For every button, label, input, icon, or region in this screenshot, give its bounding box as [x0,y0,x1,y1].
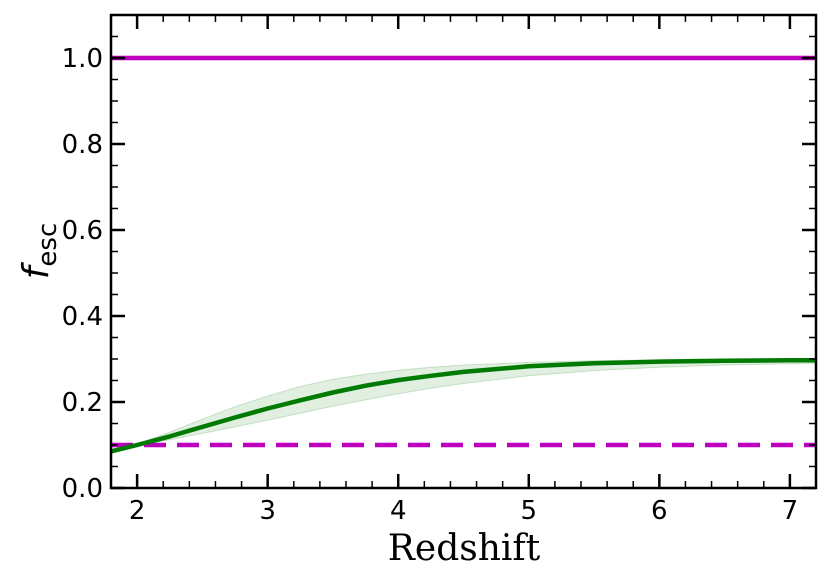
x-tick-label: 2 [129,496,146,526]
y-tick-label: 0.0 [62,474,103,504]
x-tick-label: 7 [782,496,799,526]
plot-area [111,55,816,454]
y-tick-label: 0.4 [62,302,103,332]
series-line-3 [111,358,816,454]
y-tick-label: 1.0 [62,44,103,74]
x-tick-label: 3 [259,496,276,526]
x-axis-label: Redshift [388,528,541,569]
axes-frame [109,13,818,490]
y-axis-label-subscript: esc [33,223,63,267]
x-tick-label: 5 [521,496,538,526]
y-tick-label: 0.6 [62,216,103,246]
plot-series-group [111,55,816,454]
axis-ticks: 2 3 4 5 6 7 0.0 0.2 0.4 0.6 0.8 1.0 [62,15,817,526]
y-tick-label: 0.2 [62,388,103,418]
confidence-band [111,358,816,452]
x-tick-label: 6 [651,496,668,526]
y-tick-label: 0.8 [62,130,103,160]
y-axis-label: fesc [16,223,63,280]
x-tick-label: 4 [390,496,407,526]
